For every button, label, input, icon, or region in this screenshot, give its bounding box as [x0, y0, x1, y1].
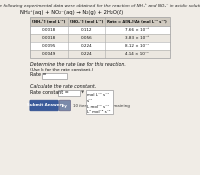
Text: [NH₄⁺] (mol L⁻¹): [NH₄⁺] (mol L⁻¹) [32, 19, 66, 23]
Bar [30, 26, 170, 34]
Bar [30, 42, 170, 50]
Text: Try: Try [61, 103, 68, 107]
Text: Calculate the rate constant.: Calculate the rate constant. [30, 84, 97, 89]
Text: NH₄⁺(aq) + NO₂⁻(aq) → N₂(g) + 2H₂O(ℓ): NH₄⁺(aq) + NO₂⁻(aq) → N₂(g) + 2H₂O(ℓ) [20, 10, 123, 15]
FancyBboxPatch shape [59, 100, 70, 111]
Text: L² mol⁻² s⁻¹: L² mol⁻² s⁻¹ [87, 110, 111, 114]
Text: Rate constant =: Rate constant = [30, 89, 69, 94]
Bar [30, 34, 170, 42]
Bar [30, 17, 170, 26]
Text: 8.12 × 10⁻⁷: 8.12 × 10⁻⁷ [125, 44, 149, 48]
FancyBboxPatch shape [30, 100, 58, 111]
Text: [NO₂⁻] (mol L⁻¹): [NO₂⁻] (mol L⁻¹) [70, 19, 103, 23]
Bar [58, 90, 80, 96]
Text: 3.83 × 10⁻⁸: 3.83 × 10⁻⁸ [125, 36, 149, 40]
Text: mol L⁻¹ s⁻¹: mol L⁻¹ s⁻¹ [87, 93, 109, 97]
Text: The following experimental data were obtained for the reaction of NH₄⁺ and NO₂⁻ : The following experimental data were obt… [0, 3, 200, 8]
Text: 0.224: 0.224 [81, 44, 92, 48]
Text: 10 item attempts remaining: 10 item attempts remaining [73, 103, 130, 107]
Text: L mol⁻¹ s⁻¹: L mol⁻¹ s⁻¹ [87, 105, 109, 109]
Text: ▼: ▼ [81, 91, 84, 95]
Text: 0.0095: 0.0095 [42, 44, 56, 48]
Text: 0.0018: 0.0018 [42, 28, 56, 32]
Text: 0.056: 0.056 [81, 36, 92, 40]
Bar [30, 17, 170, 58]
Text: Rate =: Rate = [30, 72, 47, 78]
Text: Submit Answer: Submit Answer [27, 103, 61, 107]
Bar [42, 73, 67, 79]
Text: 0.0018: 0.0018 [42, 36, 56, 40]
Text: 0.112: 0.112 [81, 28, 92, 32]
Bar [86, 90, 113, 114]
Text: 0.0049: 0.0049 [42, 52, 56, 56]
Text: 4.14 × 10⁻⁷: 4.14 × 10⁻⁷ [125, 52, 149, 56]
Text: s⁻¹: s⁻¹ [87, 99, 93, 103]
Text: 7.66 × 10⁻⁸: 7.66 × 10⁻⁸ [125, 28, 149, 32]
Bar [30, 50, 170, 58]
Text: Rate = Δ[N₂]/Δt (mol L⁻¹ s⁻¹): Rate = Δ[N₂]/Δt (mol L⁻¹ s⁻¹) [107, 19, 167, 23]
Text: Determine the rate law for this reaction.: Determine the rate law for this reaction… [30, 62, 126, 67]
Text: 0.224: 0.224 [81, 52, 92, 56]
Text: (Use k for the rate constant.): (Use k for the rate constant.) [30, 68, 94, 72]
